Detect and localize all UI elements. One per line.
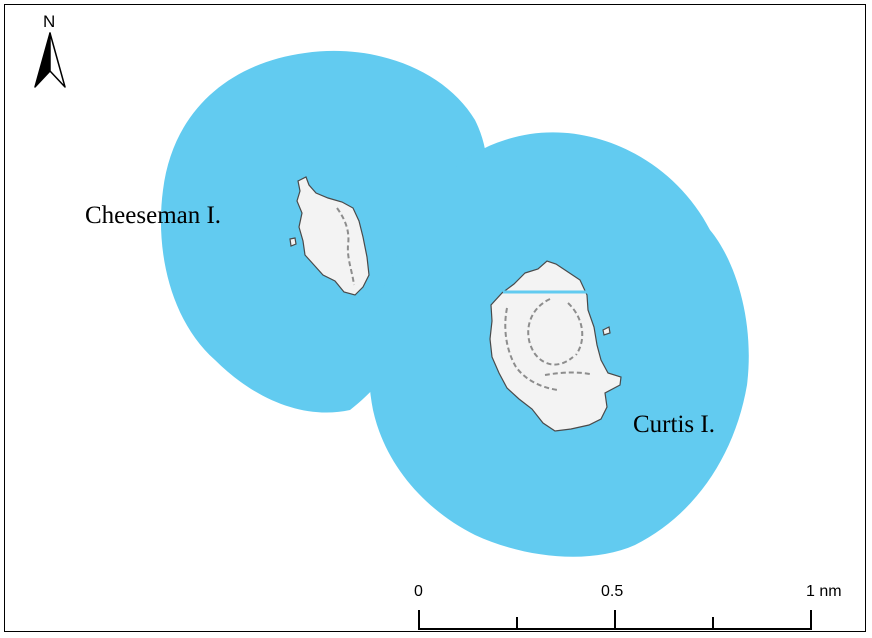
- cheeseman-island: [289, 176, 370, 296]
- scale-label-1nm: 1 nm: [806, 583, 842, 600]
- cheeseman-islet: [289, 237, 297, 247]
- scale-label-0: 0: [414, 583, 423, 600]
- curtis-contour-4: [544, 371, 591, 376]
- scale-bar: 0 0.5 1 nm: [414, 583, 842, 630]
- north-letter: N: [43, 12, 55, 31]
- cheeseman-contour: [336, 207, 355, 286]
- curtis-islet: [602, 326, 611, 336]
- curtis-contour-3: [504, 307, 559, 391]
- curtis-land: [489, 260, 622, 432]
- curtis-label: Curtis I.: [633, 411, 715, 438]
- map-canvas: Cheeseman I. Curtis I. N 0 0.5 1 nm: [34, 12, 842, 630]
- cheeseman-label: Cheeseman I.: [85, 202, 221, 229]
- map-frame: Cheeseman I. Curtis I. N 0 0.5 1 nm: [4, 4, 866, 632]
- scale-label-half: 0.5: [601, 583, 623, 600]
- buffer-zones: [160, 50, 749, 557]
- curtis-contour-2: [567, 302, 584, 356]
- north-arrow: N: [34, 12, 66, 88]
- north-arrow-icon: [34, 32, 51, 88]
- north-arrow-icon-outline: [49, 32, 66, 88]
- curtis-island: [489, 260, 622, 432]
- curtis-contour-1: [527, 298, 574, 366]
